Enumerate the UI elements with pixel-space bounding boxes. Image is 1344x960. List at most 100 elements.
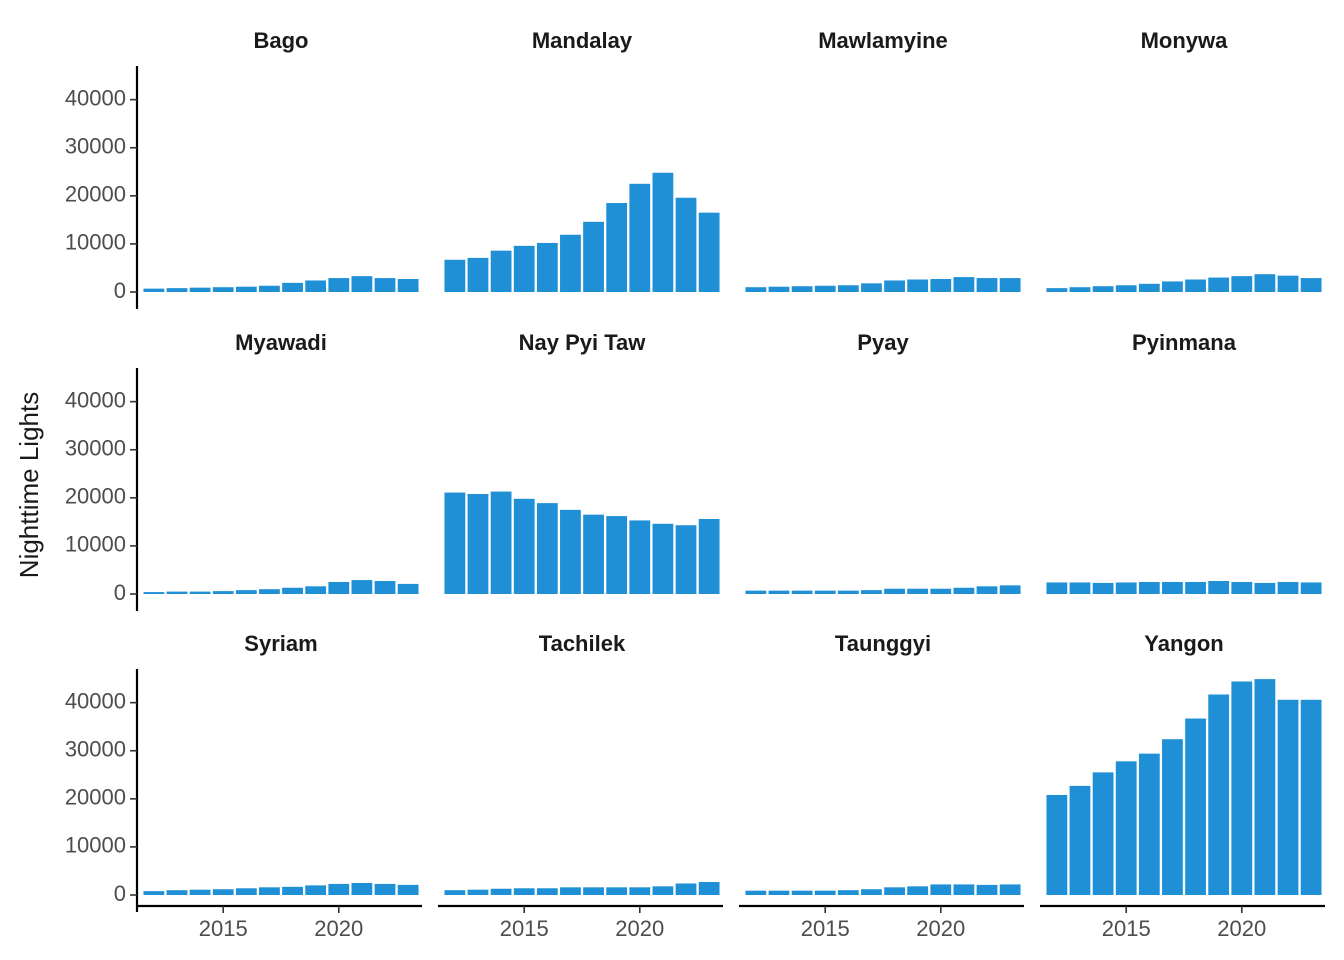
bar-syriam-2014 <box>189 889 211 895</box>
x-tick-label-taunggyi-2015: 2015 <box>801 916 850 941</box>
facet-title-monywa: Monywa <box>1141 28 1229 53</box>
bar-pyinmana-2012 <box>1046 582 1068 594</box>
bar-bago-2017 <box>259 285 280 292</box>
bar-syriam-2019 <box>305 885 327 895</box>
x-tick-label-yangon-2015: 2015 <box>1102 916 1151 941</box>
bar-myawadi-2019 <box>305 586 327 594</box>
bar-bago-2021 <box>351 276 373 292</box>
facet-panels: Bago 0 10000 20000 30000 40000 Mandalay Mawlamy… <box>65 28 1325 941</box>
bar-taunggyi-2017 <box>861 889 882 895</box>
bar-myawadi-2015 <box>212 591 234 594</box>
bar-syriam-2020 <box>328 883 350 895</box>
bar-nay-pyi-taw-2018 <box>583 514 604 594</box>
bar-yangon-2018 <box>1185 718 1206 895</box>
facet-title-yangon: Yangon <box>1144 631 1223 656</box>
bar-tachilek-2017 <box>560 887 581 895</box>
y-tick-label-myawadi-0: 0 <box>114 580 126 605</box>
bar-yangon-2014 <box>1092 772 1114 895</box>
bar-pyay-2015 <box>814 590 836 594</box>
y-tick-label-syriam-0: 0 <box>114 881 126 906</box>
bar-syriam-2013 <box>166 890 188 895</box>
bar-nay-pyi-taw-2015 <box>513 498 535 594</box>
bar-pyinmana-2020 <box>1231 581 1253 594</box>
bar-nay-pyi-taw-2023 <box>698 518 720 594</box>
bar-mandalay-2021 <box>652 172 674 292</box>
bar-nay-pyi-taw-2022 <box>675 525 697 594</box>
bar-syriam-2022 <box>374 883 396 895</box>
bar-mandalay-2022 <box>675 197 697 292</box>
bar-myawadi-2016 <box>235 590 257 594</box>
bar-yangon-2019 <box>1208 694 1230 895</box>
bar-mandalay-2017 <box>560 234 581 292</box>
facet-title-mawlamyine: Mawlamyine <box>818 28 948 53</box>
bar-pyay-2019 <box>907 588 929 594</box>
bar-nay-pyi-taw-2020 <box>629 520 651 594</box>
bar-monywa-2014 <box>1092 286 1114 292</box>
bar-taunggyi-2013 <box>768 890 790 895</box>
facet-title-myawadi: Myawadi <box>235 330 327 355</box>
y-tick-label-syriam-40000: 40000 <box>65 688 126 713</box>
bar-pyay-2014 <box>791 590 813 594</box>
bar-pyay-2016 <box>837 590 859 594</box>
bar-nay-pyi-taw-2013 <box>467 493 489 594</box>
bar-myawadi-2014 <box>189 591 211 594</box>
facet-myawadi: Myawadi 0 10000 20000 30000 40000 <box>65 330 419 611</box>
bar-mandalay-2018 <box>583 221 604 292</box>
bar-pyay-2012 <box>745 590 767 594</box>
facet-title-taunggyi: Taunggyi <box>835 631 931 656</box>
y-tick-label-syriam-30000: 30000 <box>65 737 126 762</box>
bar-tachilek-2021 <box>652 886 674 895</box>
bar-pyay-2013 <box>768 590 790 594</box>
bar-pyinmana-2016 <box>1138 581 1160 594</box>
bar-mandalay-2013 <box>467 257 489 292</box>
bar-mawlamyine-2023 <box>999 278 1021 292</box>
bar-monywa-2021 <box>1254 274 1276 292</box>
bar-myawadi-2022 <box>374 581 396 594</box>
bar-myawadi-2020 <box>328 581 350 594</box>
bar-bago-2015 <box>212 287 234 292</box>
bar-mandalay-2023 <box>698 212 720 292</box>
y-tick-label-syriam-20000: 20000 <box>65 785 126 810</box>
bar-tachilek-2020 <box>629 887 651 895</box>
bar-mandalay-2019 <box>606 203 628 292</box>
bar-monywa-2020 <box>1231 276 1253 292</box>
bar-monywa-2018 <box>1185 279 1206 292</box>
bar-yangon-2023 <box>1300 699 1322 895</box>
bar-syriam-2018 <box>282 886 303 895</box>
bar-bago-2013 <box>166 288 188 292</box>
bar-syriam-2016 <box>235 888 257 895</box>
y-tick-label-bago-40000: 40000 <box>65 85 126 110</box>
bar-tachilek-2022 <box>675 883 697 895</box>
y-tick-label-myawadi-10000: 10000 <box>65 532 126 557</box>
bar-bago-2016 <box>235 286 257 292</box>
bar-mawlamyine-2015 <box>814 285 836 292</box>
bar-mandalay-2012 <box>444 259 466 292</box>
bar-bago-2022 <box>374 278 396 292</box>
bar-pyinmana-2021 <box>1254 582 1276 594</box>
y-tick-label-bago-0: 0 <box>114 278 126 303</box>
y-tick-label-bago-20000: 20000 <box>65 182 126 207</box>
x-tick-label-taunggyi-2020: 2020 <box>916 916 965 941</box>
bar-pyinmana-2015 <box>1115 582 1137 594</box>
facet-title-pyay: Pyay <box>857 330 909 355</box>
y-tick-label-syriam-10000: 10000 <box>65 833 126 858</box>
bar-monywa-2016 <box>1138 283 1160 292</box>
bar-taunggyi-2019 <box>907 886 929 895</box>
facet-title-tachilek: Tachilek <box>539 631 626 656</box>
bar-taunggyi-2022 <box>976 884 998 895</box>
facet-pyinmana: Pyinmana <box>1046 330 1322 594</box>
bar-taunggyi-2021 <box>953 884 975 895</box>
bar-monywa-2022 <box>1277 275 1299 292</box>
bar-tachilek-2014 <box>490 888 512 895</box>
facet-monywa: Monywa <box>1046 28 1322 292</box>
bar-tachilek-2019 <box>606 887 628 895</box>
bar-taunggyi-2018 <box>884 887 905 895</box>
bar-bago-2019 <box>305 280 327 292</box>
bar-syriam-2023 <box>397 884 419 895</box>
bar-pyay-2017 <box>861 590 882 594</box>
bar-nay-pyi-taw-2021 <box>652 523 674 594</box>
bar-syriam-2012 <box>143 891 165 895</box>
facet-mandalay: Mandalay <box>444 28 720 292</box>
facet-bago: Bago 0 10000 20000 30000 40000 <box>65 28 419 309</box>
